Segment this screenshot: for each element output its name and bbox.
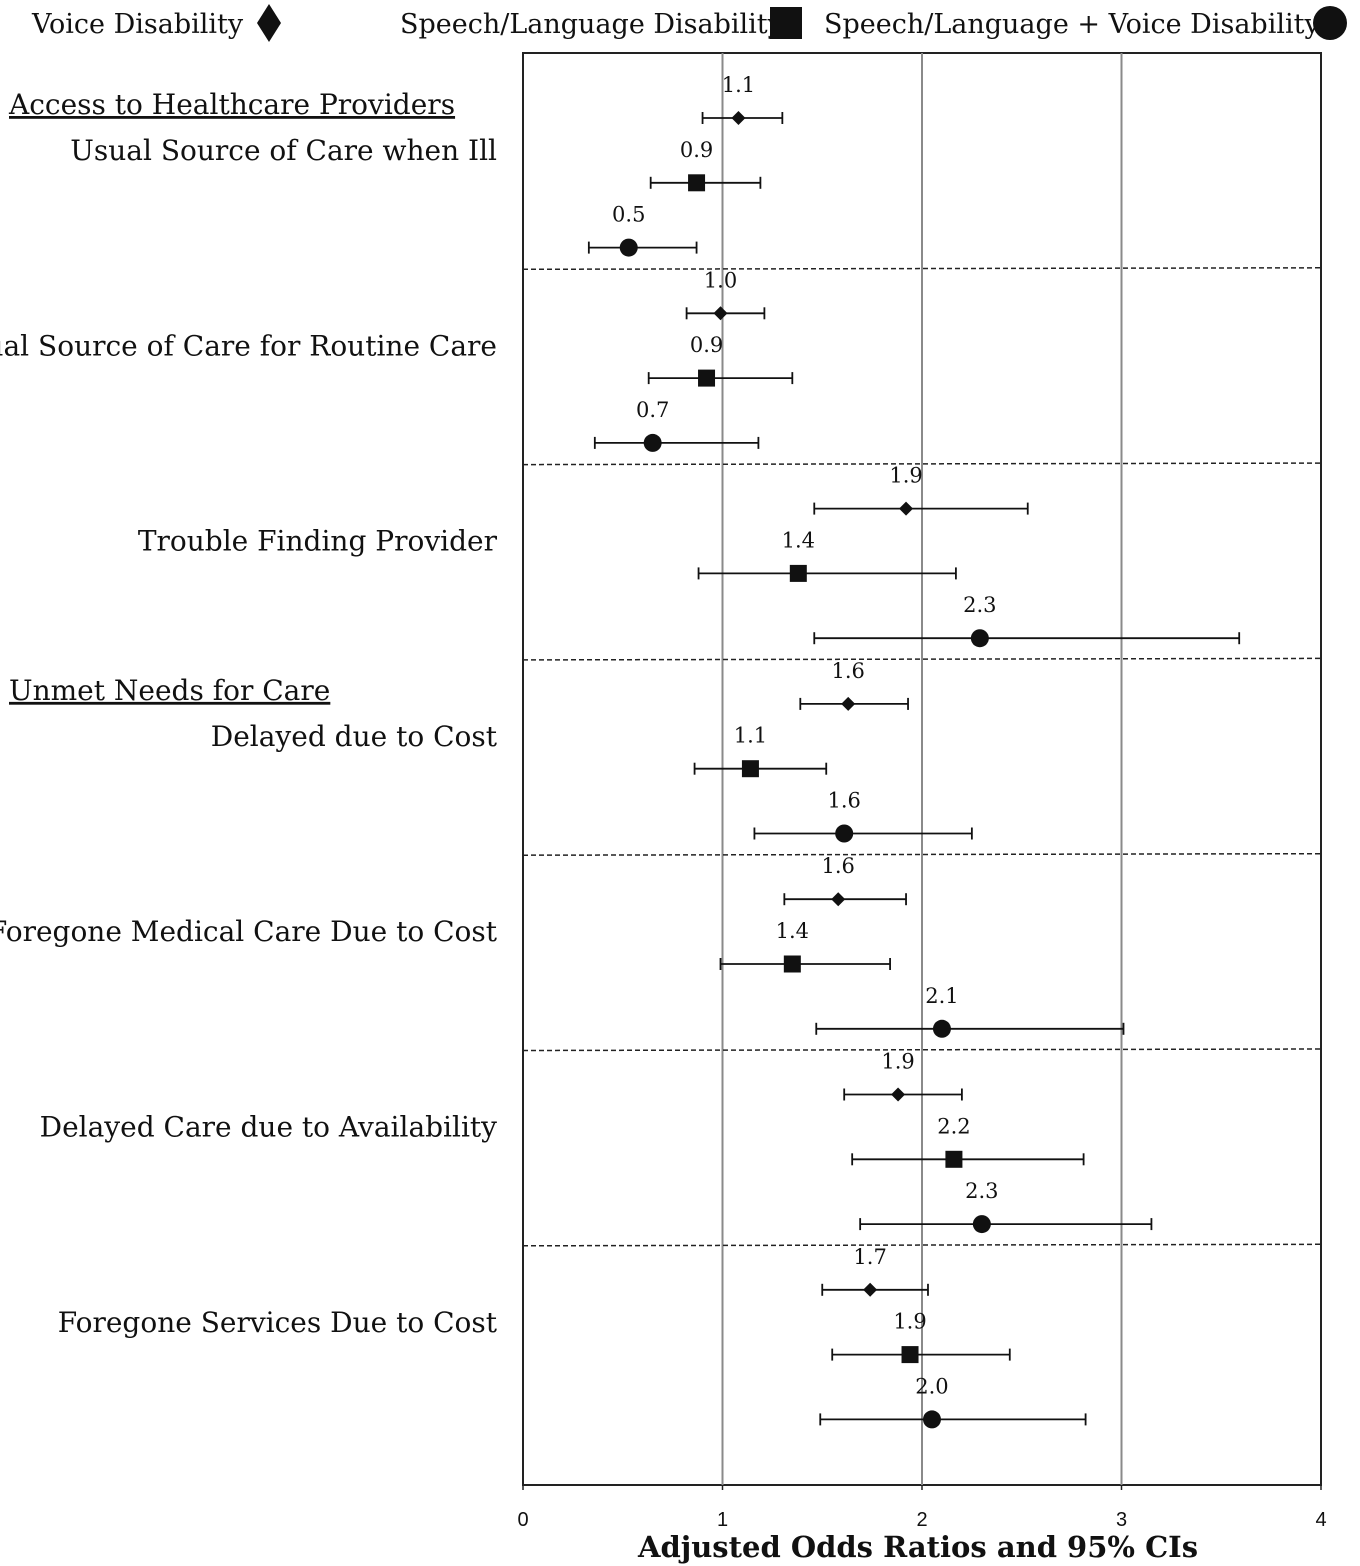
legend-marker-square (770, 7, 802, 39)
estimate-r2-s0: 1.9 (813, 464, 1029, 516)
row-label-6: Foregone Services Due to Cost (58, 1306, 498, 1339)
legend-marker-circle (1313, 6, 1347, 40)
row-label-4: Foregone Medical Care Due to Cost (0, 915, 498, 948)
value-label: 1.6 (827, 789, 860, 813)
value-label: 2.2 (937, 1114, 970, 1138)
row-separator-6 (522, 1243, 1322, 1247)
x-tick-label-3: 3 (1116, 1509, 1127, 1531)
point-marker-square (789, 564, 807, 582)
row-label-5: Delayed Care due to Availability (40, 1111, 498, 1144)
value-label: 0.5 (612, 203, 645, 227)
value-label: 2.1 (925, 984, 958, 1008)
estimate-r4-s2: 2.1 (815, 984, 1125, 1038)
estimate-r5-s2: 2.3 (859, 1179, 1153, 1234)
x-axis-label: Adjusted Odds Ratios and 95% CIs (637, 1530, 1198, 1564)
estimate-r4-s1: 1.4 (719, 919, 891, 973)
estimate-r2-s2: 2.3 (813, 593, 1241, 648)
point-marker-circle (970, 629, 989, 648)
x-axis: Adjusted Odds Ratios and 95% CIs 0 1 2 3 4 (517, 1509, 1326, 1564)
point-marker-circle (972, 1215, 991, 1234)
value-label: 1.1 (734, 724, 767, 748)
point-marker-square (688, 174, 706, 192)
value-label: 1.6 (822, 854, 855, 878)
point-marker-square (741, 760, 759, 778)
row-separator-1 (522, 267, 1322, 271)
legend-label-0: Voice Disability (31, 9, 244, 40)
point-marker-circle (835, 824, 854, 843)
legend-label-1: Speech/Language Disability (400, 9, 784, 40)
point-marker-square (783, 955, 801, 973)
value-label: 1.9 (893, 1310, 926, 1334)
point-marker-diamond (899, 501, 914, 516)
point-marker-square (945, 1150, 963, 1168)
row-label-2: Trouble Finding Provider (138, 525, 498, 558)
estimate-r6-s1: 1.9 (831, 1310, 1011, 1364)
value-label: 0.9 (680, 138, 713, 162)
estimate-r1-s1: 0.9 (647, 333, 794, 387)
row-separator-3 (522, 657, 1322, 661)
estimate-r5-s1: 2.2 (851, 1114, 1085, 1168)
value-label: 1.9 (881, 1050, 914, 1074)
point-marker-square (698, 369, 716, 387)
estimate-r4-s0: 1.6 (783, 854, 907, 907)
estimate-r6-s2: 2.0 (819, 1374, 1087, 1429)
estimate-r2-s1: 1.4 (697, 528, 957, 582)
estimate-r3-s2: 1.6 (753, 789, 973, 843)
estimate-r6-s0: 1.7 (821, 1245, 929, 1297)
estimate-r1-s2: 0.7 (593, 398, 760, 452)
point-marker-diamond (841, 696, 856, 711)
plot-area (522, 52, 1322, 1490)
group-header-1: Unmet Needs for Care (9, 674, 330, 707)
group-header-0: Access to Healthcare Providers (8, 88, 455, 121)
point-marker-diamond (713, 306, 728, 321)
value-label: 2.3 (963, 593, 996, 617)
value-label: 1.4 (782, 528, 815, 552)
point-marker-diamond (831, 892, 846, 907)
data-marks: 1.1 0.9 0.5 1.0 0.9 0.7 1.9 1.4 2.3 1.6 1.1 1.6 1.6 1… (587, 73, 1241, 1429)
value-label: 1.0 (704, 268, 737, 292)
point-marker-circle (922, 1410, 941, 1429)
legend: Voice Disability Speech/Language Disabili… (31, 4, 1347, 42)
value-label: 2.3 (965, 1179, 998, 1203)
estimate-r3-s1: 1.1 (693, 724, 828, 778)
row-label-1: Usual Source of Care for Routine Care (0, 329, 497, 362)
value-label: 1.4 (776, 919, 809, 943)
value-label: 1.1 (722, 73, 755, 97)
row-label-3: Delayed due to Cost (211, 720, 498, 753)
row-separator-5 (522, 1048, 1322, 1052)
point-marker-diamond (731, 111, 746, 125)
x-tick-label-4: 4 (1315, 1509, 1326, 1531)
value-label: 1.6 (831, 659, 864, 683)
row-separator-2 (522, 462, 1322, 466)
point-marker-circle (643, 433, 662, 452)
point-marker-diamond (863, 1282, 878, 1297)
row-labels: Access to Healthcare Providers Unmet Need… (0, 88, 498, 1339)
legend-marker-diamond (257, 4, 281, 42)
row-label-0: Usual Source of Care when Ill (70, 134, 497, 167)
estimate-r0-s1: 0.9 (649, 138, 762, 192)
value-label: 1.9 (889, 464, 922, 488)
point-marker-square (901, 1346, 919, 1364)
x-tick-label-1: 1 (717, 1509, 728, 1531)
estimate-r0-s0: 1.1 (701, 73, 784, 125)
value-label: 0.9 (690, 333, 723, 357)
value-label: 1.7 (853, 1245, 886, 1269)
estimate-r3-s0: 1.6 (799, 659, 909, 711)
point-marker-diamond (891, 1087, 906, 1102)
value-label: 2.0 (915, 1374, 948, 1398)
point-marker-circle (619, 238, 638, 257)
legend-label-2: Speech/Language + Voice Disability (824, 9, 1320, 40)
x-tick-label-2: 2 (916, 1509, 927, 1531)
point-marker-circle (932, 1019, 951, 1038)
row-separator-4 (522, 852, 1322, 856)
estimate-r0-s2: 0.5 (587, 203, 698, 257)
x-tick-label-0: 0 (517, 1509, 528, 1531)
estimate-r1-s0: 1.0 (685, 268, 766, 321)
estimate-r5-s0: 1.9 (843, 1050, 963, 1102)
value-label: 0.7 (636, 398, 669, 422)
